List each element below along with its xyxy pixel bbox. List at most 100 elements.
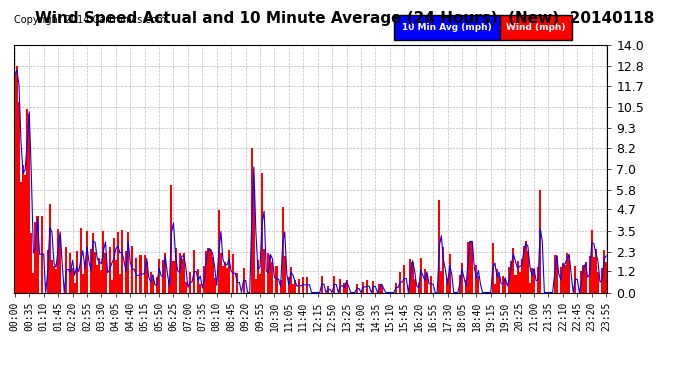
Bar: [568, 256, 570, 292]
Bar: [218, 210, 220, 292]
Bar: [210, 250, 212, 292]
Bar: [290, 267, 292, 292]
Bar: [164, 253, 166, 292]
Bar: [533, 269, 535, 292]
Bar: [467, 242, 469, 292]
Bar: [162, 260, 164, 292]
Bar: [446, 278, 448, 292]
Bar: [461, 263, 463, 292]
Bar: [521, 259, 523, 292]
Bar: [115, 260, 117, 292]
Bar: [185, 282, 187, 292]
Bar: [220, 253, 222, 292]
Bar: [104, 253, 106, 292]
Bar: [204, 266, 206, 292]
Bar: [112, 238, 115, 292]
Bar: [527, 251, 529, 292]
Bar: [537, 267, 539, 292]
Bar: [135, 258, 137, 292]
Bar: [222, 266, 224, 292]
Bar: [346, 280, 348, 292]
Bar: [430, 276, 432, 292]
Bar: [555, 255, 558, 292]
Bar: [131, 246, 133, 292]
Bar: [344, 283, 346, 292]
Bar: [98, 258, 100, 292]
Bar: [539, 190, 541, 292]
Bar: [591, 230, 593, 292]
Bar: [74, 283, 76, 292]
Bar: [72, 268, 74, 292]
Bar: [82, 273, 84, 292]
Bar: [127, 232, 129, 292]
Bar: [519, 272, 521, 292]
Bar: [28, 114, 30, 292]
Bar: [102, 231, 104, 292]
Bar: [175, 248, 177, 292]
Bar: [321, 276, 323, 292]
Bar: [465, 280, 467, 292]
Bar: [381, 285, 383, 292]
Bar: [181, 259, 183, 292]
Bar: [193, 251, 195, 292]
Bar: [90, 249, 92, 292]
Bar: [269, 255, 271, 292]
Bar: [53, 266, 55, 292]
Bar: [580, 271, 582, 292]
Bar: [597, 272, 599, 292]
Bar: [76, 251, 78, 292]
Bar: [471, 242, 473, 292]
Bar: [601, 268, 603, 292]
Bar: [146, 262, 148, 292]
Bar: [119, 274, 121, 292]
Bar: [509, 267, 511, 292]
Bar: [267, 254, 269, 292]
Bar: [395, 283, 397, 292]
Bar: [593, 258, 595, 292]
Bar: [59, 235, 61, 292]
Text: Copyright 2014 Cartronics.com: Copyright 2014 Cartronics.com: [14, 15, 166, 25]
Bar: [523, 246, 525, 292]
Bar: [172, 261, 175, 292]
Bar: [228, 251, 230, 292]
Bar: [208, 248, 210, 292]
Bar: [80, 228, 82, 292]
Bar: [459, 275, 461, 292]
Bar: [584, 262, 586, 292]
Bar: [562, 262, 564, 292]
Bar: [356, 284, 358, 292]
Bar: [30, 233, 32, 292]
Bar: [605, 262, 607, 292]
Bar: [233, 254, 235, 292]
Bar: [564, 265, 566, 292]
Bar: [259, 274, 261, 292]
Bar: [271, 262, 273, 292]
Bar: [152, 278, 154, 292]
Bar: [496, 270, 498, 292]
Bar: [214, 278, 216, 292]
Bar: [440, 271, 442, 292]
Bar: [417, 283, 420, 292]
Bar: [197, 268, 199, 292]
Bar: [589, 256, 591, 292]
Bar: [86, 231, 88, 292]
Bar: [253, 186, 255, 292]
Bar: [327, 286, 329, 292]
Bar: [399, 272, 401, 292]
Bar: [92, 232, 94, 292]
Bar: [24, 175, 26, 292]
Bar: [560, 267, 562, 292]
Bar: [498, 275, 500, 292]
Bar: [279, 280, 282, 292]
Bar: [529, 283, 531, 292]
Text: Wind (mph): Wind (mph): [506, 23, 566, 32]
Bar: [14, 74, 16, 292]
Bar: [275, 266, 277, 292]
Bar: [255, 279, 257, 292]
Bar: [366, 280, 368, 292]
Bar: [475, 264, 477, 292]
Bar: [515, 276, 517, 292]
Bar: [448, 254, 451, 292]
Bar: [411, 262, 413, 292]
Bar: [170, 185, 172, 292]
